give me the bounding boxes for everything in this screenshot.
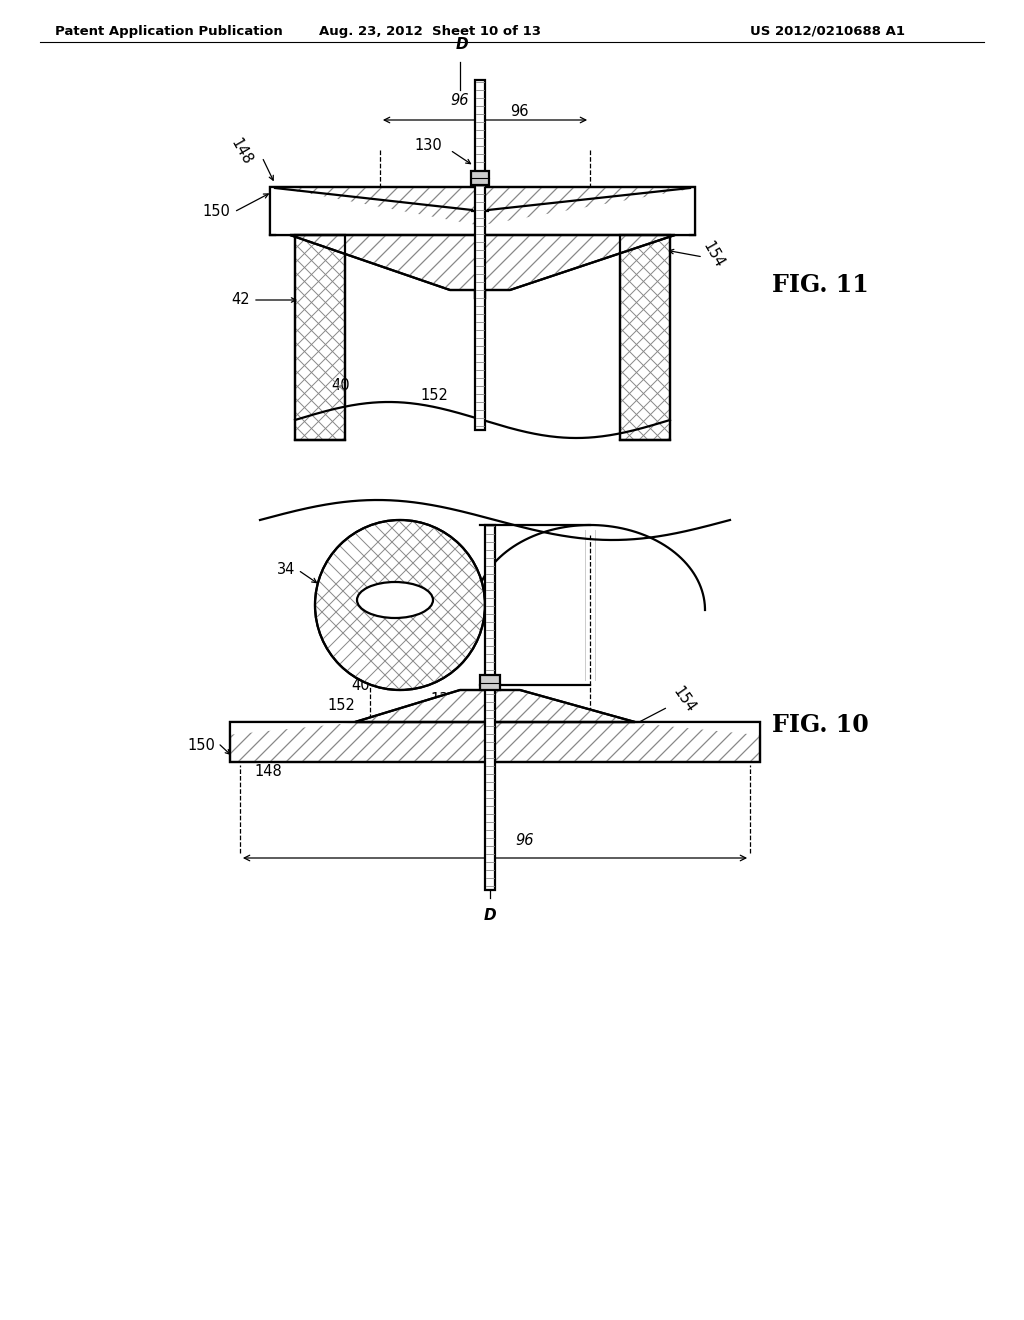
Text: US 2012/0210688 A1: US 2012/0210688 A1 [750,25,905,38]
Bar [230,722,760,762]
Text: 152: 152 [420,388,447,403]
Text: 96: 96 [515,833,534,847]
Bar [295,235,345,440]
Polygon shape [487,189,695,235]
Polygon shape [230,722,353,734]
Text: FIG. 10: FIG. 10 [772,713,868,737]
Polygon shape [637,722,760,734]
Polygon shape [270,187,473,235]
Bar [475,81,485,430]
Bar [270,187,695,235]
Bar [471,172,489,185]
Text: 42: 42 [231,293,250,308]
Text: 154: 154 [670,684,698,715]
Bar [480,675,500,690]
Text: 130: 130 [415,137,442,153]
Text: 152: 152 [327,697,355,713]
Text: Aug. 23, 2012  Sheet 10 of 13: Aug. 23, 2012 Sheet 10 of 13 [319,25,541,38]
Bar [295,235,345,440]
Text: 34: 34 [276,562,295,578]
Bar [485,525,495,890]
Bar [270,187,695,235]
Text: D: D [483,908,497,923]
Text: 154: 154 [700,239,727,271]
Text: 150: 150 [202,205,230,219]
Text: 130: 130 [430,693,458,708]
Polygon shape [290,235,675,298]
Text: Patent Application Publication: Patent Application Publication [55,25,283,38]
Bar [620,235,670,440]
Text: 150: 150 [187,738,215,752]
Text: 148: 148 [254,764,282,780]
Polygon shape [355,675,635,722]
Text: 96: 96 [510,104,528,120]
Text: FIG. 11: FIG. 11 [772,273,868,297]
Bar [230,722,760,762]
Circle shape [315,520,485,690]
Text: D: D [456,37,468,51]
Ellipse shape [357,582,433,618]
Text: 40: 40 [332,378,350,392]
Text: 40: 40 [351,677,370,693]
Text: 148: 148 [228,136,255,168]
Text: 96: 96 [451,92,469,108]
Bar [620,235,670,440]
